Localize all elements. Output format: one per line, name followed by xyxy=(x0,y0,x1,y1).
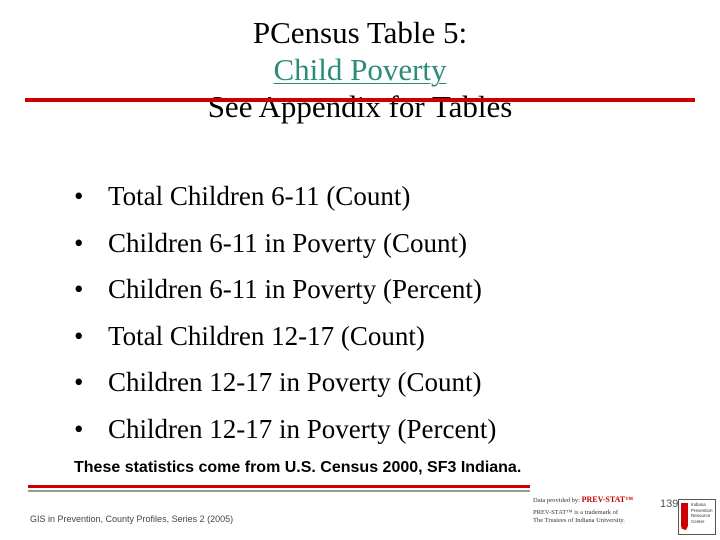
prevention-center-logo: Indiana Prevention Resource Center xyxy=(678,499,716,535)
footer-divider-red xyxy=(28,485,530,488)
logo-line: Indiana xyxy=(691,502,706,507)
bullet-marker: • xyxy=(74,367,84,397)
bullet-text: Total Children 12-17 (Count) xyxy=(108,320,425,351)
data-credit: Data provided by: PREV-STAT™ PREV-STAT™ … xyxy=(533,496,673,525)
trademark-line-1: PREV-STAT™ is a trademark of xyxy=(533,509,619,516)
footer-series-text: GIS in Prevention, County Profiles, Seri… xyxy=(30,514,234,524)
list-item: • Children 6-11 in Poverty (Count) xyxy=(74,220,496,267)
source-note: These statistics come from U.S. Census 2… xyxy=(74,459,522,476)
list-item: • Children 6-11 in Poverty (Percent) xyxy=(74,266,496,313)
list-item: • Total Children 6-11 (Count) xyxy=(74,173,496,220)
list-item: • Children 12-17 in Poverty (Percent) xyxy=(74,406,496,453)
title-line-3: See Appendix for Tables xyxy=(207,89,513,124)
bullet-marker: • xyxy=(74,320,84,351)
list-item: • Children 12-17 in Poverty (Count) xyxy=(74,359,496,406)
logo-line: Resource xyxy=(691,513,711,518)
bullet-marker: • xyxy=(74,181,84,211)
trademark-line-2: The Trustees of Indiana University. xyxy=(533,517,625,524)
bullet-text: Children 12-17 in Poverty (Count) xyxy=(108,367,482,397)
indiana-map-icon xyxy=(678,499,716,535)
bullet-text: Children 6-11 in Poverty (Count) xyxy=(108,227,467,258)
bullet-text: Total Children 6-11 (Count) xyxy=(108,181,411,211)
child-poverty-link[interactable]: Child Poverty xyxy=(273,52,447,87)
credit-prefix: Data provided by: xyxy=(533,497,582,504)
bullet-marker: • xyxy=(74,413,84,444)
bullet-list: • Total Children 6-11 (Count) • Children 6… xyxy=(74,173,496,452)
logo-line: Prevention xyxy=(691,507,713,513)
slide-title: PCensus Table 5: Child Poverty See Appen… xyxy=(0,14,720,125)
bullet-text: Children 12-17 in Poverty (Percent) xyxy=(108,413,497,444)
footer-divider-gray xyxy=(28,490,530,492)
credit-brand: PREV-STAT™ xyxy=(581,495,634,504)
bullet-text: Children 6-11 in Poverty (Percent) xyxy=(108,274,482,304)
title-line-1: PCensus Table 5: xyxy=(252,15,468,50)
title-divider xyxy=(25,98,695,102)
page-number: 139 xyxy=(660,498,679,510)
bullet-marker: • xyxy=(74,274,84,304)
logo-caption: Indiana Prevention Resource Center xyxy=(691,502,717,524)
list-item: • Total Children 12-17 (Count) xyxy=(74,313,496,360)
bullet-marker: • xyxy=(74,227,84,258)
logo-line: Center xyxy=(691,518,705,524)
